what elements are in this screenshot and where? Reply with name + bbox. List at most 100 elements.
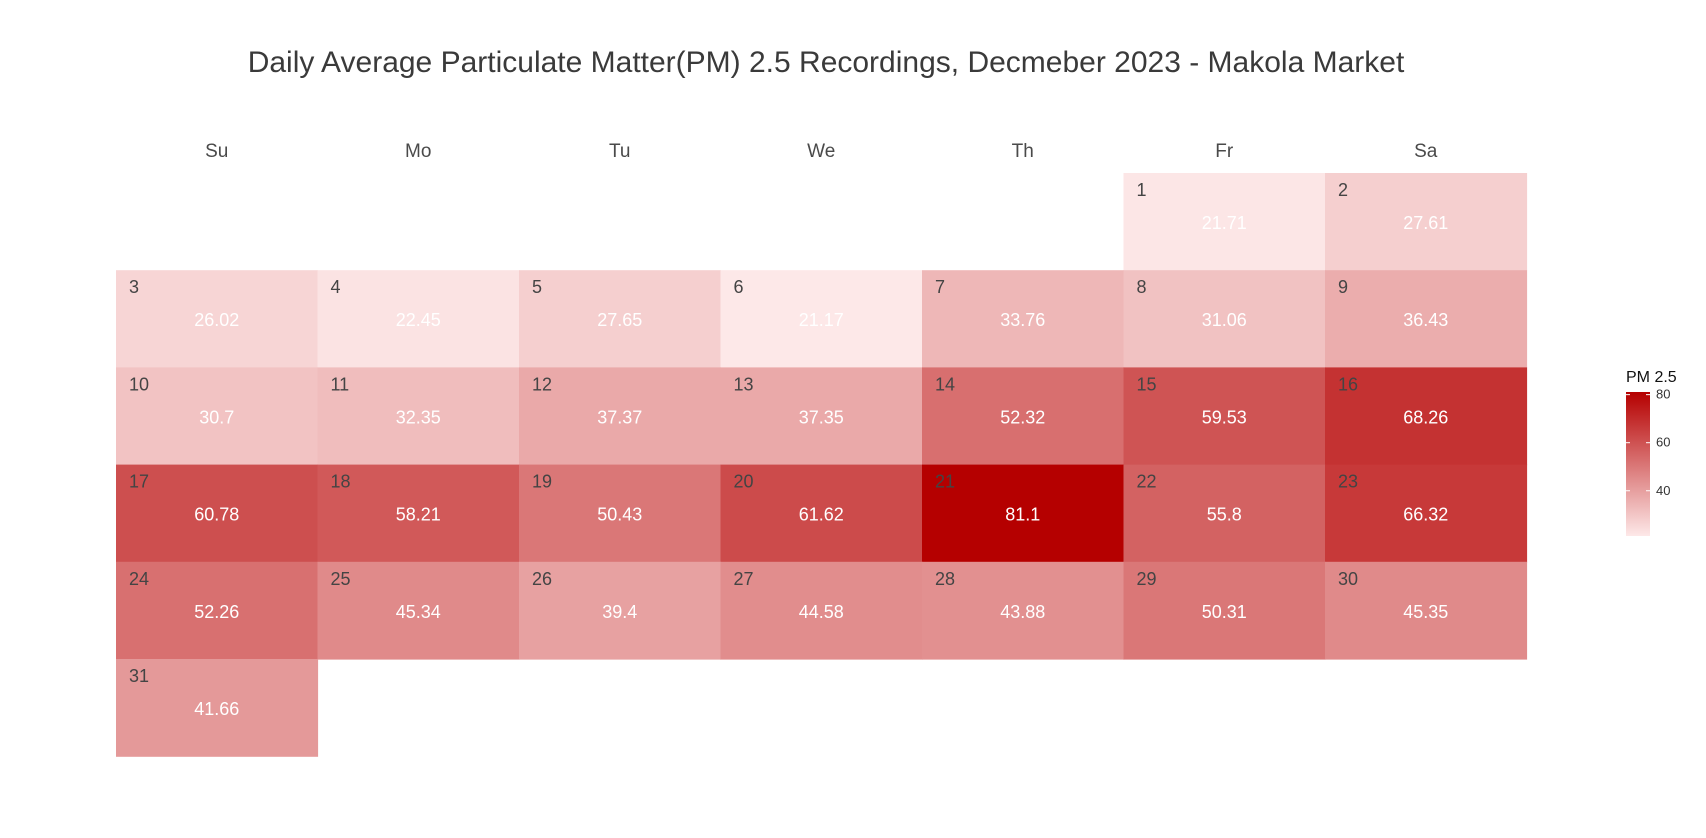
day-value-label: 44.58 [799,602,844,622]
day-cell-20: 20 61.62 [720,464,923,563]
day-cell-fill [922,464,1125,563]
day-cell-29: 29 50.31 [1123,561,1326,660]
day-number: 25 [331,569,351,589]
day-cell-fill [519,561,722,660]
day-cell-fill [116,659,319,757]
legend-title: PM 2.5 [1626,369,1677,386]
day-cell-fill [720,270,923,368]
day-cell-30: 30 45.35 [1325,561,1528,660]
day-cell-9: 936.43 [1325,270,1528,368]
day-cell-fill [720,464,923,563]
day-number: 2 [1338,180,1348,200]
day-number: 27 [734,569,754,589]
day-cell-fill [1123,561,1326,660]
weekday-label-sa: Sa [1414,141,1438,162]
legend-tick-label: 40 [1656,483,1670,498]
day-number: 21 [935,472,955,492]
day-number: 30 [1338,569,1358,589]
day-cell-1: 121.71 [1123,173,1326,271]
calendar-cells: 121.71227.61326.02422.45527.65621.17733.… [116,173,1528,757]
day-number: 14 [935,374,955,394]
day-cell-fill [317,561,520,660]
day-number: 1 [1137,180,1147,200]
day-value-label: 45.35 [1403,602,1448,622]
day-number: 3 [129,277,139,297]
day-number: 18 [331,472,351,492]
day-value-label: 30.7 [199,407,234,427]
day-cell-fill [720,561,923,660]
day-cell-31: 31 41.66 [116,659,319,757]
day-cell-25: 25 45.34 [317,561,520,660]
day-cell-fill [519,367,722,466]
chart-title: Daily Average Particulate Matter(PM) 2.5… [248,46,1405,79]
color-legend: PM 2.5 40 60 80 [1626,369,1677,536]
day-cell-fill [317,464,520,563]
day-number: 26 [532,569,552,589]
weekday-label-we: We [807,141,835,162]
day-value-label: 60.78 [194,505,239,525]
day-cell-6: 621.17 [720,270,923,368]
day-value-label: 45.34 [396,602,441,622]
day-cell-fill [317,367,520,466]
day-value-label: 59.53 [1202,407,1247,427]
day-cell-16: 16 68.26 [1325,367,1528,466]
day-value-label: 37.37 [597,407,642,427]
legend-colorbar [1626,392,1650,536]
day-cell-10: 10 30.7 [116,367,319,466]
day-number: 13 [734,374,754,394]
weekday-label-th: Th [1012,141,1034,162]
day-cell-3: 326.02 [116,270,319,368]
day-number: 22 [1137,472,1157,492]
day-cell-fill [317,270,520,368]
day-value-label: 68.26 [1403,407,1448,427]
weekday-label-fr: Fr [1215,141,1234,162]
legend-tick-label: 80 [1656,387,1670,402]
day-cell-fill [1123,270,1326,368]
day-value-label: 22.45 [396,310,441,330]
day-value-label: 61.62 [799,505,844,525]
day-value-label: 21.71 [1202,213,1247,233]
day-number: 24 [129,569,149,589]
day-cell-7: 733.76 [922,270,1125,368]
day-value-label: 32.35 [396,407,441,427]
day-cell-fill [720,367,923,466]
day-cell-fill [922,561,1125,660]
day-value-label: 21.17 [799,310,844,330]
day-value-label: 52.26 [194,602,239,622]
day-number: 15 [1137,374,1157,394]
day-cell-12: 12 37.37 [519,367,722,466]
day-number: 31 [129,666,149,686]
day-value-label: 55.8 [1207,505,1242,525]
day-cell-fill [922,270,1125,368]
day-number: 29 [1137,569,1157,589]
weekday-label-mo: Mo [405,141,431,162]
day-cell-27: 27 44.58 [720,561,923,660]
day-value-label: 37.35 [799,407,844,427]
day-cell-fill [1325,270,1528,368]
day-cell-fill [116,367,319,466]
day-cell-fill [1123,173,1326,271]
day-cell-18: 18 58.21 [317,464,520,563]
day-value-label: 33.76 [1000,310,1045,330]
day-value-label: 81.1 [1005,505,1040,525]
day-cell-23: 23 66.32 [1325,464,1528,563]
day-number: 8 [1137,277,1147,297]
weekday-label-su: Su [205,141,228,162]
day-number: 28 [935,569,955,589]
day-cell-21: 21 81.1 [922,464,1125,563]
day-value-label: 27.61 [1403,213,1448,233]
day-value-label: 66.32 [1403,505,1448,525]
day-number: 9 [1338,277,1348,297]
day-cell-26: 26 39.4 [519,561,722,660]
day-cell-fill [116,464,319,563]
day-value-label: 41.66 [194,699,239,719]
day-cell-24: 24 52.26 [116,561,319,660]
day-cell-fill [1123,367,1326,466]
day-value-label: 39.4 [602,602,637,622]
day-cell-28: 28 43.88 [922,561,1125,660]
day-number: 7 [935,277,945,297]
day-number: 11 [331,374,350,394]
weekday-labels: Su Mo Tu We Th Fr Sa [205,141,1438,162]
day-cell-fill [1325,561,1528,660]
day-cell-fill [1325,367,1528,466]
